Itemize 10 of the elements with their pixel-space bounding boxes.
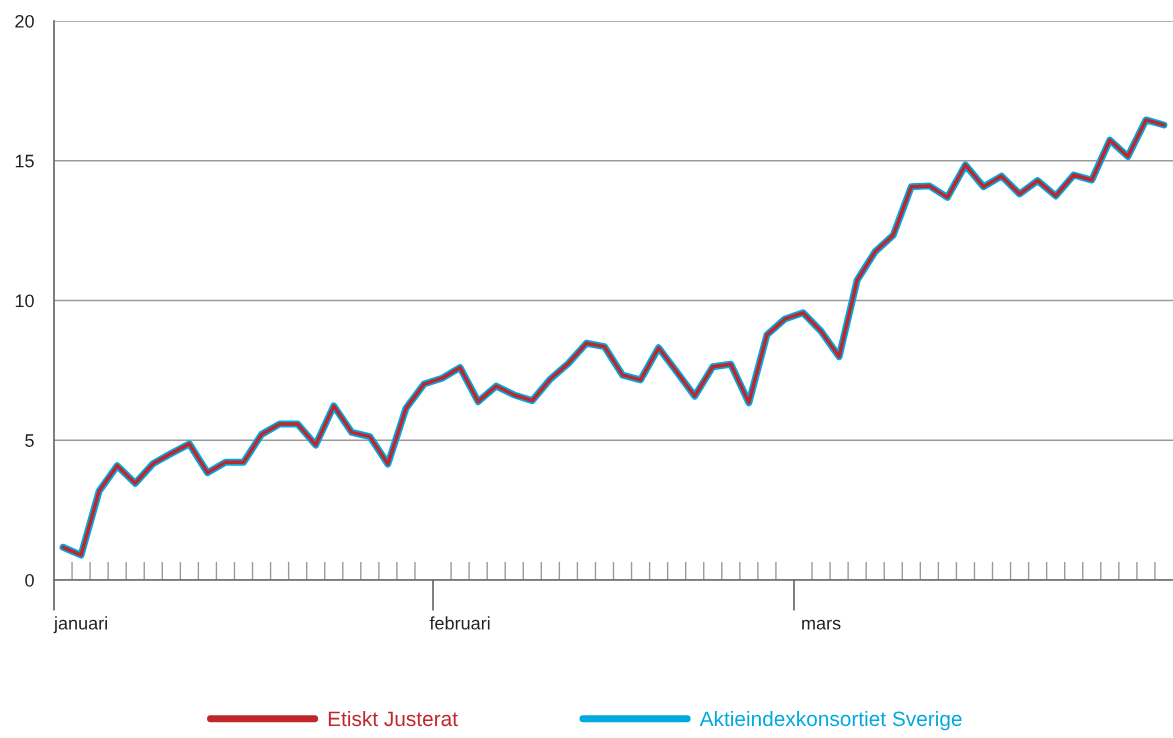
text: Aktieindexkonsortiet Sverige bbox=[699, 710, 962, 731]
x-tick-label: januari bbox=[53, 616, 107, 634]
x-tick-label: februari bbox=[429, 616, 490, 630]
y-tick-label: 15 bbox=[15, 154, 34, 168]
y-tick-label: 5 bbox=[25, 434, 34, 447]
text: Etiskt Justerat bbox=[328, 710, 458, 727]
y-tick-label: 0 bbox=[25, 573, 34, 587]
x-tick-label: mars bbox=[802, 619, 841, 630]
y-tick-label: 10 bbox=[15, 294, 34, 308]
y-tick-label: 20 bbox=[15, 14, 34, 28]
